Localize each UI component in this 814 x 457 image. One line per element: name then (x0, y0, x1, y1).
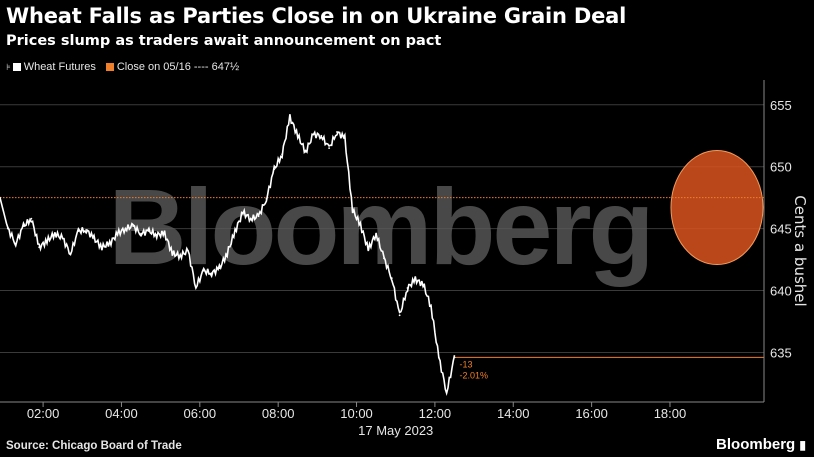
x-tick-label: 18:00 (654, 406, 687, 421)
data-point (351, 209, 354, 211)
data-point (422, 283, 425, 286)
annotation-change-pct: -2.01% (459, 370, 488, 380)
data-point (281, 153, 283, 156)
data-point (336, 131, 338, 133)
legend-label-close: Close on 05/16 ---- 647½ (116, 61, 240, 73)
data-point (69, 252, 72, 255)
y-tick-label: 635 (770, 345, 792, 360)
data-point (163, 232, 166, 235)
data-point (289, 116, 291, 119)
data-point (304, 150, 307, 153)
data-point (22, 225, 25, 228)
legend-swatch-orange (105, 63, 114, 71)
bloomberg-logo: Bloomberg ▮ (716, 436, 806, 453)
data-point (155, 233, 158, 236)
data-point (320, 134, 323, 137)
x-axis-label: 17 May 2023 (358, 423, 433, 438)
bloomberg-watermark: Bloomberg (108, 166, 651, 287)
x-axis: 02:00 04:00 06:00 08:00 10:00 12:00 14:00 16:00… (0, 401, 764, 421)
y-axis: 635 640 645 650 655 (763, 80, 792, 402)
data-point (445, 391, 448, 393)
data-point (383, 257, 385, 260)
x-tick-label: 04:00 (105, 406, 138, 421)
x-tick-label: 02:00 (27, 406, 60, 421)
data-point (265, 197, 268, 200)
data-point (132, 225, 135, 228)
data-point (226, 252, 229, 255)
legend-swatch-white (12, 63, 21, 71)
series-line-wheat-futures (0, 114, 456, 397)
data-point (430, 305, 432, 308)
brand-text: Bloomberg (716, 436, 796, 453)
y-tick-label: 640 (770, 284, 792, 299)
data-point (171, 252, 174, 255)
legend-tick-icon: ⊧ (6, 61, 11, 72)
data-point (61, 237, 64, 240)
legend-item-close: Close on 05/16 ---- 647½ (105, 61, 240, 73)
legend-label-wheat: Wheat Futures (23, 61, 96, 73)
data-point (6, 227, 9, 230)
data-point (187, 250, 189, 252)
chart-subtitle: Prices slump as traders await announceme… (6, 33, 442, 49)
legend: ⊧ Wheat Futures Close on 05/16 ---- 647½ (6, 61, 249, 73)
source-note: Source: Chicago Board of Trade (6, 440, 182, 452)
data-point (85, 228, 88, 231)
annotation-change: -13 (459, 359, 472, 369)
highlight-ellipse (670, 150, 764, 266)
data-point (116, 232, 119, 235)
data-point (0, 196, 1, 199)
x-tick-label: 12:00 (419, 406, 452, 421)
data-point (406, 287, 409, 289)
data-point (328, 147, 331, 150)
data-point (147, 230, 150, 232)
data-point (140, 232, 142, 235)
data-point (14, 242, 17, 245)
data-point (93, 237, 95, 240)
data-point (38, 246, 41, 249)
data-point (202, 269, 205, 272)
data-point (273, 168, 276, 171)
legend-item-wheat: ⊧ Wheat Futures (6, 61, 96, 73)
data-point (312, 133, 315, 136)
y-axis-label: Cents a bushel (791, 195, 809, 306)
data-point (414, 278, 417, 281)
x-tick-label: 06:00 (184, 406, 217, 421)
data-point (100, 246, 103, 249)
data-point (453, 356, 456, 359)
data-point (343, 137, 346, 140)
chart-title: Wheat Falls as Parties Close in on Ukrai… (6, 4, 627, 28)
data-point (194, 285, 197, 288)
data-point (359, 224, 362, 226)
data-point (296, 134, 299, 137)
data-point (210, 272, 213, 275)
data-point (398, 314, 401, 317)
data-point (437, 356, 440, 359)
x-tick-label: 14:00 (497, 406, 530, 421)
data-point (108, 242, 111, 245)
x-tick-label: 10:00 (340, 406, 373, 421)
data-point (242, 211, 244, 214)
data-point (53, 232, 56, 235)
data-point (179, 254, 182, 257)
data-point (124, 227, 127, 230)
data-point (257, 215, 260, 218)
x-tick-label: 08:00 (262, 406, 295, 421)
chart-icon: ▮ (799, 438, 806, 452)
x-tick-label: 16:00 (575, 406, 608, 421)
data-point (375, 232, 378, 235)
y-tick-label: 655 (770, 98, 792, 113)
y-tick-label: 645 (770, 222, 792, 237)
data-point (77, 230, 80, 232)
y-tick-label: 650 (770, 160, 792, 175)
data-point (390, 277, 393, 280)
data-point (234, 230, 236, 232)
series-points (0, 116, 456, 393)
data-point (367, 248, 370, 251)
data-point (46, 240, 48, 242)
data-point (249, 217, 252, 220)
data-point (30, 217, 33, 220)
data-point (218, 267, 221, 270)
